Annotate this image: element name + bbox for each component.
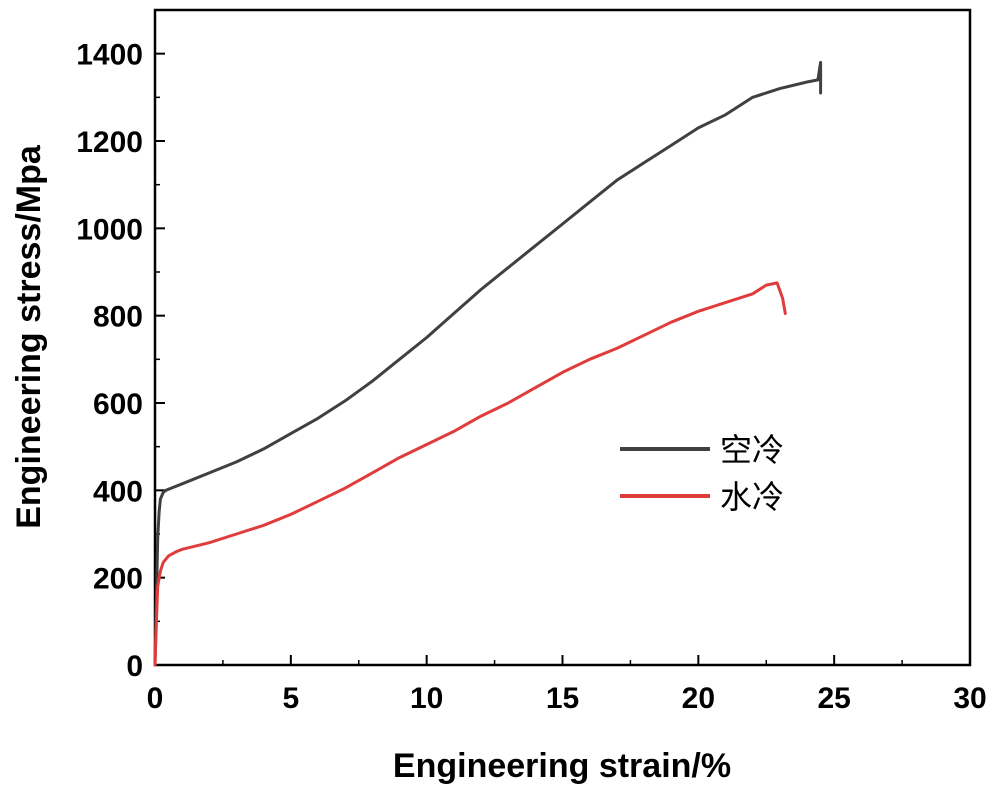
legend: 空冷 水冷: [620, 431, 784, 516]
series-line-water-cooling: [155, 283, 785, 665]
y-tick-label: 1200: [76, 126, 143, 159]
y-tick-label: 800: [93, 301, 143, 334]
x-tick-label: 30: [953, 682, 986, 715]
legend-label-air-cooling: 空冷: [720, 431, 784, 469]
x-tick-label: 10: [410, 682, 443, 715]
y-tick-labels: 0 200 400 600 800 1000 1200 1400: [76, 39, 143, 683]
x-axis-title: Engineering strain/%: [393, 747, 731, 785]
series-lines: [155, 62, 821, 665]
plot-frame: [155, 10, 970, 665]
y-tick-label: 600: [93, 388, 143, 421]
y-axis-title: Engineering stress/Mpa: [10, 144, 48, 529]
y-tick-label: 1400: [76, 39, 143, 72]
y-tick-label: 200: [93, 563, 143, 596]
axis-ticks: [155, 54, 970, 665]
y-tick-label: 0: [126, 650, 143, 683]
x-tick-label: 25: [817, 682, 850, 715]
y-tick-label: 400: [93, 475, 143, 508]
legend-label-water-cooling: 水冷: [720, 478, 784, 516]
x-tick-label: 20: [682, 682, 715, 715]
x-tick-label: 0: [147, 682, 164, 715]
y-tick-label: 1000: [76, 213, 143, 246]
series-line-air-cooling: [155, 62, 821, 665]
x-tick-label: 5: [282, 682, 299, 715]
x-tick-label: 15: [546, 682, 579, 715]
x-tick-labels: 0 5 10 15 20 25 30: [147, 682, 987, 715]
